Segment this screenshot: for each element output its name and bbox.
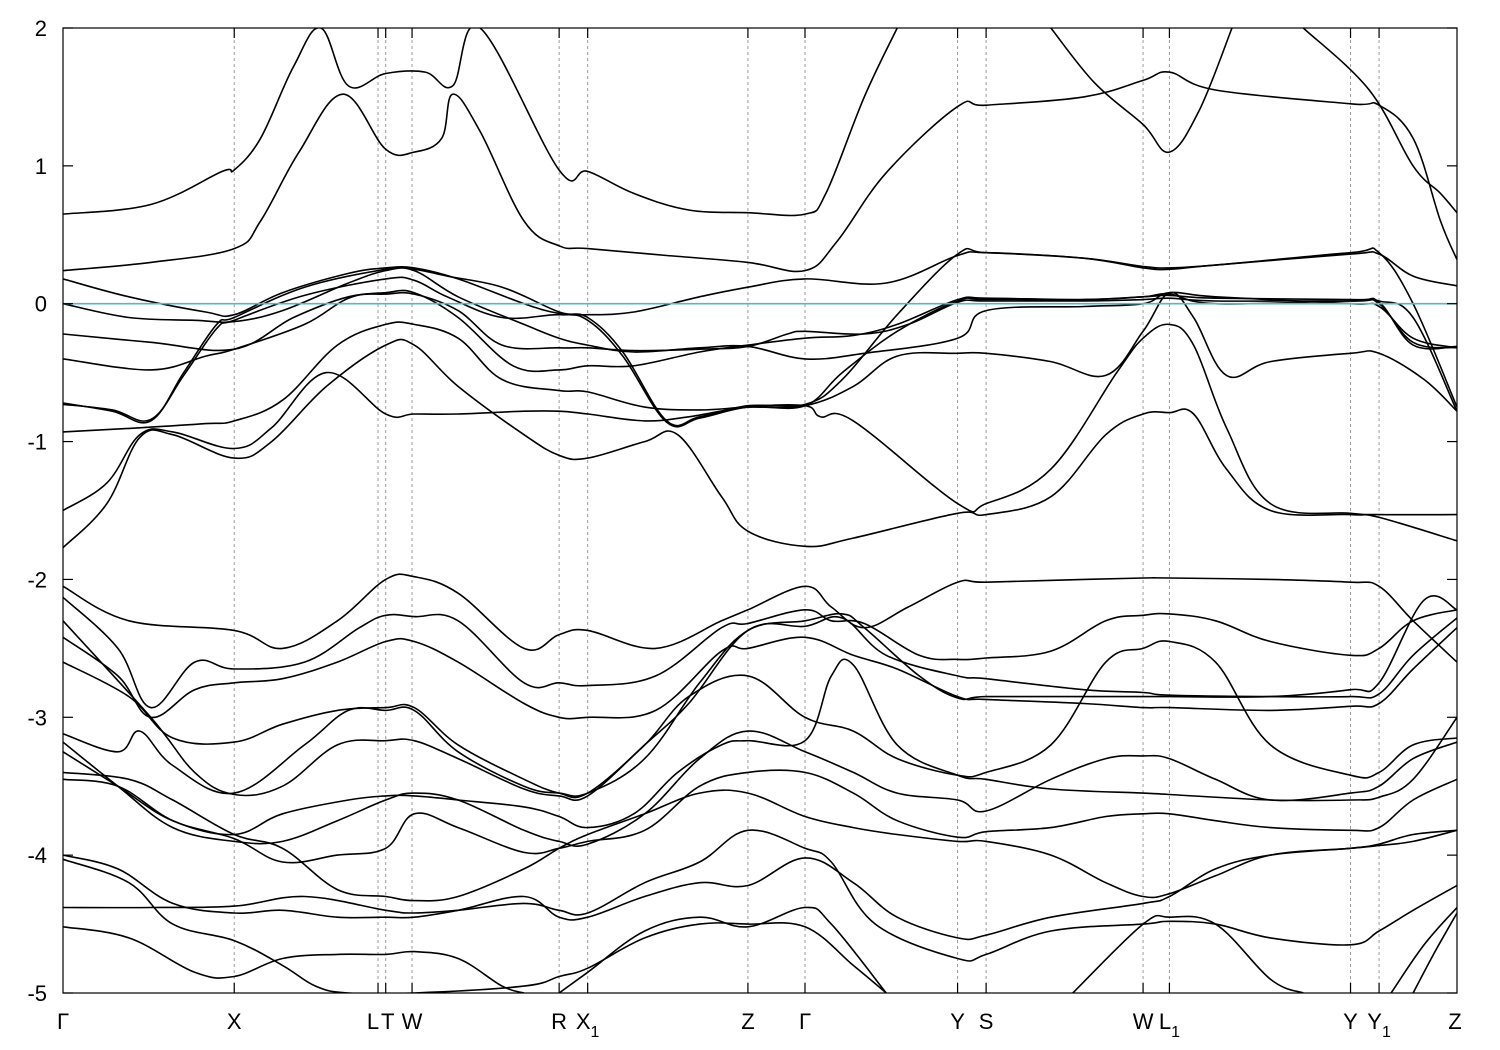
y-tick-label: -3 <box>27 705 47 730</box>
band-series <box>63 28 1457 993</box>
band-line-3 <box>1050 28 1233 153</box>
band-line-21 <box>63 730 1457 847</box>
band-line-29 <box>1072 914 1304 993</box>
x-tick-label: W <box>1133 1009 1154 1034</box>
plot-frame <box>62 27 1458 994</box>
x-tick-label: Γ <box>57 1009 69 1034</box>
band-line-17 <box>63 640 1457 799</box>
x-tick-label: T <box>381 1009 394 1034</box>
x-tick-label: Z <box>741 1009 754 1034</box>
x-tick-label: Γ <box>799 1009 811 1034</box>
band-line-23 <box>63 771 1457 902</box>
band-line-15 <box>63 596 1457 709</box>
y-tick-label: 1 <box>35 154 47 179</box>
y-tick-label: -2 <box>27 567 47 592</box>
y-tick-label: -1 <box>27 430 47 455</box>
x-tick-label: X1 <box>576 1009 600 1041</box>
band-line-28 <box>558 906 887 993</box>
y-tick-label: -5 <box>27 981 47 1006</box>
band-line-14 <box>63 573 1457 663</box>
y-tick-label: -4 <box>27 843 47 868</box>
kpoint-gridlines <box>233 28 1380 993</box>
band-line-8 <box>63 267 1457 360</box>
axes: 210-1-2-3-4-5Γ X L T W R X1 Z Γ Y S W L1 Y Y1 Z <box>27 16 1461 1041</box>
band-line-22 <box>63 769 1457 864</box>
band-line-27 <box>63 926 525 993</box>
band-line-4 <box>1302 28 1457 214</box>
x-tick-label: L1 <box>1159 1009 1180 1041</box>
x-tick-label: Z <box>1448 1009 1461 1034</box>
x-tick-label: Y <box>950 1009 965 1034</box>
band-line-18 <box>63 615 1457 802</box>
band-line-19 <box>63 595 1457 797</box>
band-line-20 <box>63 658 1457 836</box>
band-line-16 <box>63 627 1457 720</box>
band-line-30 <box>1412 912 1457 993</box>
x-tick-label: R <box>551 1009 567 1034</box>
x-tick-label: S <box>979 1009 994 1034</box>
band-line-6 <box>63 247 1457 427</box>
band-line-7 <box>63 276 1457 428</box>
band-line-25 <box>63 858 887 993</box>
band-line-9 <box>63 291 1457 352</box>
x-tick-label: Y <box>1343 1009 1358 1034</box>
x-tick-label: Y1 <box>1367 1009 1391 1041</box>
x-tick-label: W <box>402 1009 423 1034</box>
x-tick-label: L <box>367 1009 379 1034</box>
x-tick-label: X <box>227 1009 242 1034</box>
band-line-31 <box>1390 906 1457 993</box>
band-line-24 <box>63 829 1457 941</box>
band-line-12 <box>63 323 1457 516</box>
band-line-2 <box>63 70 1457 273</box>
band-line-10 <box>63 289 1457 373</box>
band-line-26 <box>63 829 1457 962</box>
y-tick-label: 2 <box>35 16 47 41</box>
band-line-1 <box>63 28 898 217</box>
band-line-13 <box>63 338 1457 549</box>
y-tick-label: 0 <box>35 292 47 317</box>
